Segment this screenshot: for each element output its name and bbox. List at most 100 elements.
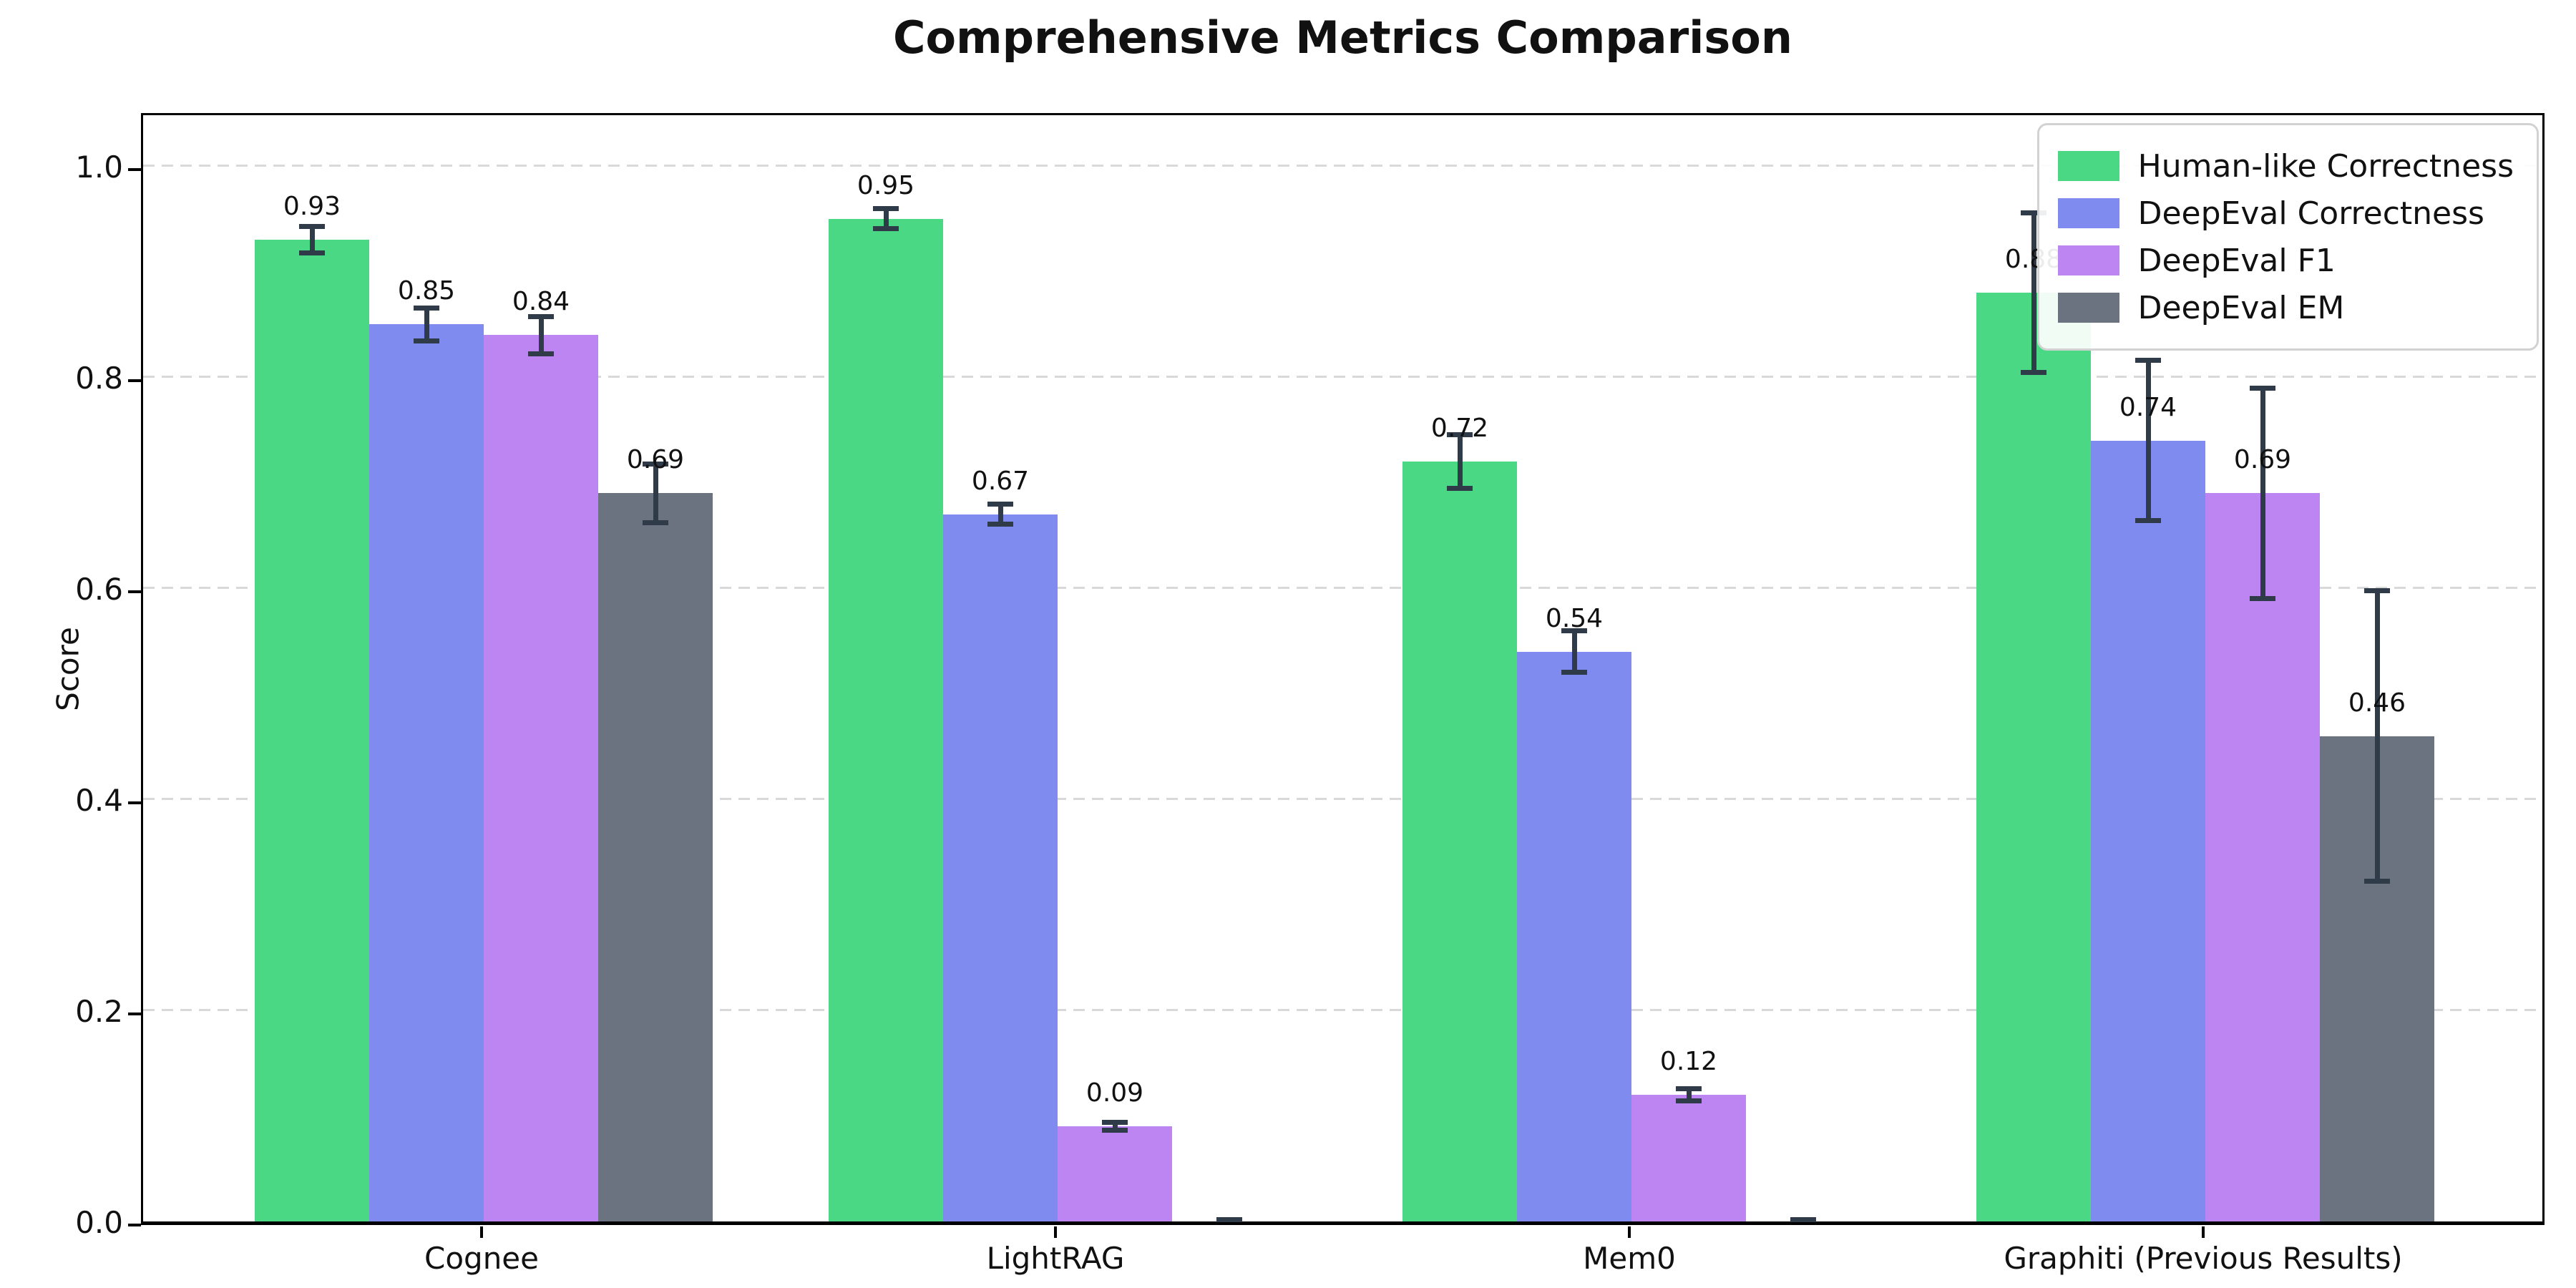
bar-value-label: 0.72 <box>1430 414 1489 443</box>
bar-value-label: 0.85 <box>397 276 456 306</box>
error-bar-cap-bottom <box>1561 669 1587 675</box>
error-bar-cap-bottom <box>1447 486 1473 492</box>
bar <box>2091 440 2205 1221</box>
x-tick-label: Cognee <box>424 1241 539 1276</box>
legend-label: DeepEval EM <box>2137 289 2345 326</box>
error-bar-cap-top <box>987 502 1013 507</box>
x-tick-label: LightRAG <box>986 1241 1125 1276</box>
error-bar-cap-top <box>528 313 554 319</box>
bar <box>829 218 943 1221</box>
gridline <box>143 165 2542 167</box>
gridline <box>143 376 2542 378</box>
error-bar-cap-bottom <box>2250 595 2275 601</box>
bar <box>484 335 598 1221</box>
error-bar <box>2031 210 2036 376</box>
legend-swatch <box>2057 293 2119 323</box>
legend-label: Human-like Correctness <box>2137 147 2514 185</box>
bar <box>2205 493 2320 1221</box>
legend-label: DeepEval F1 <box>2137 242 2336 279</box>
bar <box>1976 293 2091 1221</box>
y-tick-label: 1.0 <box>75 150 123 185</box>
bar-value-label: 0.54 <box>1545 603 1604 633</box>
error-bar-cap-bottom <box>873 226 899 232</box>
y-tick-mark <box>128 379 141 382</box>
error-bar <box>1457 431 1463 492</box>
error-bar-cap-bottom <box>414 338 439 343</box>
y-tick-label: 0.0 <box>75 1205 123 1240</box>
bar <box>1517 651 1631 1221</box>
bar-value-label: 0.84 <box>512 287 570 316</box>
error-bar <box>309 224 315 256</box>
error-bar <box>2260 385 2265 601</box>
bar <box>598 493 713 1221</box>
x-tick-mark <box>2202 1226 2205 1238</box>
gridline <box>143 587 2542 589</box>
error-bar-cap-bottom <box>1676 1098 1702 1103</box>
error-bar-cap-bottom <box>643 519 668 525</box>
gridline <box>143 798 2542 800</box>
error-bar <box>538 313 544 356</box>
bar <box>1402 462 1517 1221</box>
bar <box>1631 1095 1746 1221</box>
y-tick-mark <box>128 1013 141 1015</box>
error-bar-cap-top <box>1447 431 1473 437</box>
bar-value-label: 0.12 <box>1659 1047 1718 1076</box>
error-bar-cap-bottom <box>2021 370 2046 376</box>
error-bar-cap-top <box>2135 358 2161 364</box>
error-bar-cap-top <box>1561 628 1587 634</box>
chart-title: Comprehensive Metrics Comparison <box>892 11 1793 64</box>
legend-swatch <box>2057 245 2119 275</box>
x-tick-mark <box>1628 1226 1631 1238</box>
y-tick-mark <box>128 1224 141 1226</box>
legend-item: DeepEval EM <box>2057 284 2514 331</box>
y-tick-label: 0.8 <box>75 361 123 396</box>
y-tick-label: 0.6 <box>75 572 123 607</box>
y-axis-label: Score <box>50 627 86 711</box>
error-bar <box>1686 1086 1692 1103</box>
legend: Human-like Correctness DeepEval Correctne… <box>2036 123 2539 351</box>
bar-value-label: 0.69 <box>626 445 685 475</box>
error-bar-cap-top <box>643 462 668 467</box>
error-bar <box>653 462 658 525</box>
bar <box>1058 1126 1172 1221</box>
bar <box>943 514 1058 1221</box>
legend-item: Human-like Correctness <box>2057 142 2514 190</box>
error-bar-cap-top <box>1676 1086 1702 1092</box>
error-bar-cap-top <box>2021 210 2046 215</box>
error-bar <box>1112 1120 1118 1133</box>
bar <box>369 324 484 1221</box>
y-tick-label: 0.2 <box>75 994 123 1029</box>
error-bar-cap-bottom <box>2364 879 2390 884</box>
error-bar-cap-top <box>873 206 899 212</box>
error-bar <box>883 206 889 232</box>
error-bar <box>1571 628 1577 675</box>
legend-item: DeepEval Correctness <box>2057 190 2514 237</box>
error-bar-cap-bottom <box>1102 1128 1128 1133</box>
legend-swatch <box>2057 198 2119 228</box>
error-bar-cap-top <box>299 224 325 230</box>
bar-value-label: 0.67 <box>971 466 1030 496</box>
error-bar <box>997 502 1003 527</box>
error-bar-cap-top <box>414 305 439 311</box>
bar-value-label: 0.74 <box>2119 392 2177 422</box>
error-bar-cap-bottom <box>987 522 1013 527</box>
legend-item: DeepEval F1 <box>2057 237 2514 284</box>
legend-swatch <box>2057 151 2119 181</box>
error-bar-cap-top <box>2250 385 2275 391</box>
y-tick-mark <box>128 168 141 171</box>
error-bar-cap-bottom <box>2135 517 2161 523</box>
error-bar <box>424 305 429 343</box>
x-tick-mark <box>480 1226 483 1238</box>
bar-value-label: 0.46 <box>2348 688 2406 718</box>
y-tick-label: 0.4 <box>75 783 123 818</box>
y-tick-mark <box>128 801 141 804</box>
gridline <box>143 1009 2542 1011</box>
error-bar-cap-top <box>1216 1217 1242 1223</box>
error-bar-cap-bottom <box>528 351 554 356</box>
legend-label: DeepEval Correctness <box>2137 195 2484 232</box>
error-bar <box>2374 588 2380 884</box>
bar-value-label: 0.93 <box>283 192 341 222</box>
bar-value-label: 0.09 <box>1085 1078 1144 1108</box>
y-tick-mark <box>128 590 141 593</box>
